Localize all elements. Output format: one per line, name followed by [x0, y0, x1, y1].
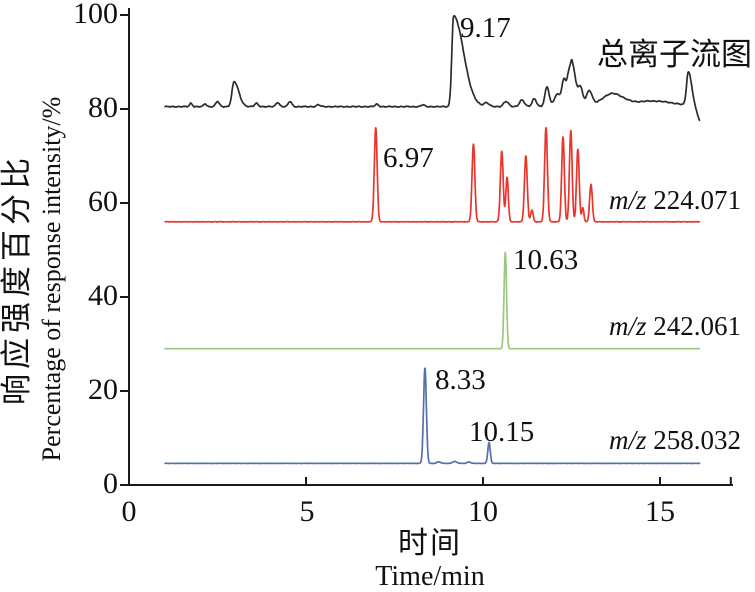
series-label-tic-value: 总离子流图	[597, 37, 752, 72]
y-tick-label-60: 60	[88, 185, 118, 218]
series-label-mz-224-prefix: m/z	[608, 185, 647, 215]
x-tick-label-0: 0	[121, 495, 137, 528]
peak-annotation-tic-9-17: 9.17	[460, 12, 511, 44]
y-axis-title: 响应强度百分比 Percentage of response intensity…	[0, 48, 71, 510]
x-axis-title-zh: 时间	[398, 527, 462, 560]
series-label-mz-258-value: 258.032	[646, 425, 741, 455]
peak-annotation-258-10-15: 10.15	[469, 416, 535, 448]
x-tick-label-10: 10	[468, 495, 498, 528]
series-label-tic: 总离子流图	[597, 38, 752, 71]
series-label-mz-242-value: 242.061	[646, 311, 741, 341]
x-tick-label-15: 15	[645, 495, 675, 528]
series-label-mz-258-prefix: m/z	[608, 425, 647, 455]
series-label-mz-224: m/z 224.071	[608, 185, 741, 215]
y-tick-label-80: 80	[88, 91, 118, 124]
peak-annotation-242-10-63: 10.63	[513, 244, 579, 276]
x-tick-label-5: 5	[299, 495, 315, 528]
x-axis-title: 时间 Time/min	[280, 527, 580, 592]
series-label-mz-242-prefix: m/z	[608, 311, 647, 341]
series-label-mz-224-value: 224.071	[646, 185, 741, 215]
y-tick-label-20: 20	[88, 373, 118, 406]
peak-annotation-224-6-97: 6.97	[383, 142, 434, 174]
series-label-mz-242: m/z 242.061	[608, 311, 741, 341]
y-tick-label-40: 40	[88, 279, 118, 312]
series-label-mz-258: m/z 258.032	[608, 425, 741, 455]
x-axis-title-en: Time/min	[375, 561, 485, 592]
y-tick-label-0: 0	[103, 467, 118, 500]
y-tick-label-100: 100	[73, 0, 118, 30]
y-axis-title-en: Percentage of response intensity/%	[37, 96, 66, 462]
peak-annotation-258-8-33: 8.33	[435, 364, 486, 396]
y-axis-title-zh: 响应强度百分比	[0, 153, 34, 405]
